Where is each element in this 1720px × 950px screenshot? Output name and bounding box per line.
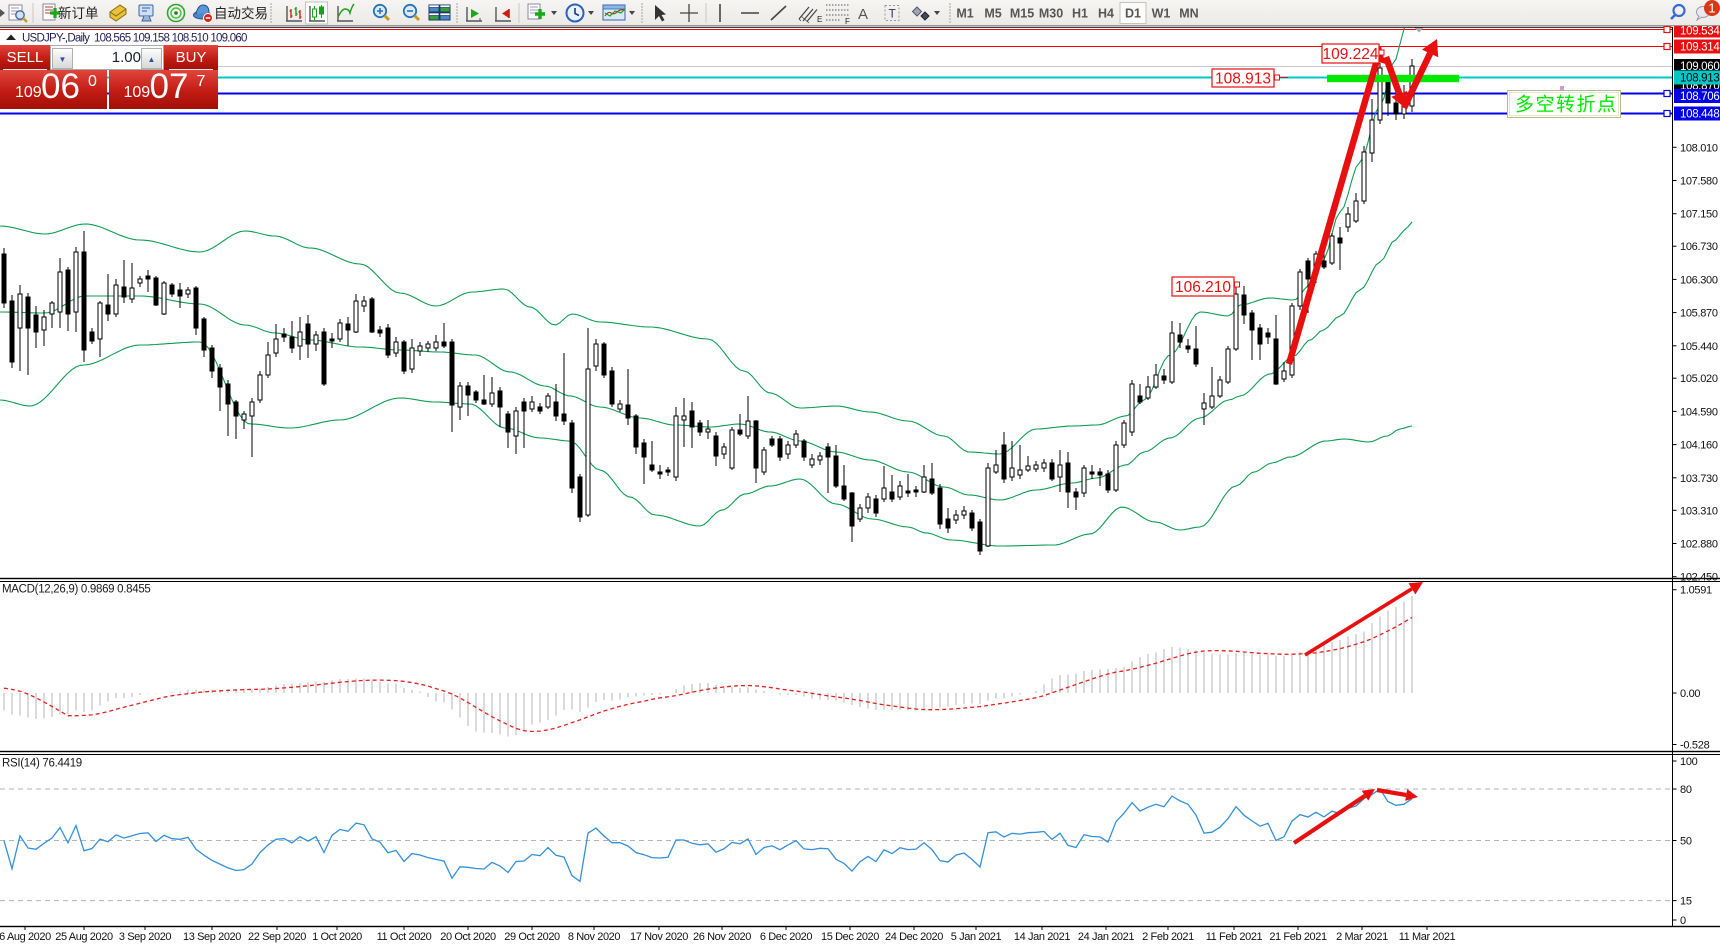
svg-text:11 Feb 2021: 11 Feb 2021: [1206, 931, 1263, 943]
svg-text:17 Nov 2020: 17 Nov 2020: [630, 931, 688, 943]
svg-text:E: E: [817, 15, 822, 24]
svg-text:5 Jan 2021: 5 Jan 2021: [951, 931, 1002, 943]
svg-text:100: 100: [1680, 756, 1698, 768]
svg-text:108.706: 108.706: [1680, 91, 1719, 103]
svg-text:1: 1: [1708, 1, 1715, 16]
svg-text:2 Feb 2021: 2 Feb 2021: [1142, 931, 1194, 943]
svg-text:M30: M30: [1039, 7, 1063, 21]
svg-text:MACD(12,26,9) 0.9869 0.8455: MACD(12,26,9) 0.9869 0.8455: [2, 584, 151, 596]
svg-text:A: A: [858, 6, 868, 23]
svg-text:103.730: 103.730: [1680, 473, 1718, 485]
svg-text:105.020: 105.020: [1680, 373, 1718, 385]
svg-text:109.314: 109.314: [1680, 42, 1720, 54]
svg-text:106.730: 106.730: [1680, 241, 1718, 253]
svg-text:50: 50: [1680, 836, 1692, 848]
svg-text:自动交易: 自动交易: [214, 5, 268, 21]
svg-text:D1: D1: [1125, 7, 1141, 21]
svg-text:109.224: 109.224: [1322, 46, 1378, 63]
svg-text:15 Dec 2020: 15 Dec 2020: [821, 931, 879, 943]
svg-text:109.534: 109.534: [1680, 26, 1720, 38]
svg-text:11 Mar 2021: 11 Mar 2021: [1399, 931, 1456, 943]
svg-text:6 Dec 2020: 6 Dec 2020: [760, 931, 813, 943]
svg-text:104.590: 104.590: [1680, 406, 1718, 418]
svg-text:H4: H4: [1098, 7, 1114, 21]
svg-text:0.00: 0.00: [1680, 688, 1700, 700]
svg-text:新订单: 新订单: [58, 6, 99, 21]
svg-text:M1: M1: [956, 7, 973, 21]
svg-text:103.310: 103.310: [1680, 505, 1718, 517]
svg-text:106.300: 106.300: [1680, 274, 1718, 286]
svg-text:106.210: 106.210: [1175, 279, 1231, 296]
svg-text:1 Oct 2020: 1 Oct 2020: [312, 931, 362, 943]
svg-text:80: 80: [1680, 784, 1692, 796]
svg-text:29 Oct 2020: 29 Oct 2020: [504, 931, 560, 943]
svg-text:105.440: 105.440: [1680, 341, 1718, 353]
svg-text:108.913: 108.913: [1680, 73, 1719, 85]
svg-text:M5: M5: [984, 7, 1001, 21]
svg-text:1.0591: 1.0591: [1680, 585, 1712, 597]
svg-text:104.160: 104.160: [1680, 440, 1718, 452]
svg-text:21 Feb 2021: 21 Feb 2021: [1269, 931, 1327, 943]
svg-text:USDJPY-,Daily 108.565 109.158: USDJPY-,Daily 108.565 109.158 108.510 10…: [22, 33, 247, 45]
svg-text:-0.528: -0.528: [1680, 740, 1710, 752]
svg-text:20 Oct 2020: 20 Oct 2020: [440, 931, 496, 943]
svg-text:22 Sep 2020: 22 Sep 2020: [248, 931, 306, 943]
svg-text:8 Nov 2020: 8 Nov 2020: [568, 931, 621, 943]
svg-text:2 Mar 2021: 2 Mar 2021: [1336, 931, 1388, 943]
svg-text:107.150: 107.150: [1680, 209, 1718, 221]
svg-text:F: F: [845, 17, 850, 26]
svg-text:13 Sep 2020: 13 Sep 2020: [183, 931, 241, 943]
svg-text:0: 0: [1680, 915, 1686, 927]
svg-text:MN: MN: [1179, 7, 1198, 21]
svg-text:24 Dec 2020: 24 Dec 2020: [885, 931, 943, 943]
svg-text:T: T: [889, 7, 897, 21]
svg-text:25 Aug 2020: 25 Aug 2020: [55, 931, 113, 943]
svg-text:108.913: 108.913: [1215, 71, 1271, 88]
svg-text:多空转折点: 多空转折点: [1515, 94, 1618, 116]
svg-text:3 Sep 2020: 3 Sep 2020: [119, 931, 172, 943]
svg-text:102.880: 102.880: [1680, 539, 1718, 551]
svg-text:108.010: 108.010: [1680, 142, 1718, 154]
svg-text:RSI(14) 76.4419: RSI(14) 76.4419: [2, 758, 82, 770]
svg-text:14 Jan 2021: 14 Jan 2021: [1014, 931, 1070, 943]
svg-text:24 Jan 2021: 24 Jan 2021: [1078, 931, 1134, 943]
svg-text:105.870: 105.870: [1680, 308, 1718, 320]
svg-text:M15: M15: [1010, 7, 1034, 21]
svg-text:H1: H1: [1072, 7, 1088, 21]
svg-text:108.448: 108.448: [1680, 109, 1719, 121]
svg-text:W1: W1: [1152, 7, 1171, 21]
svg-text:109.060: 109.060: [1680, 61, 1719, 73]
svg-text:26 Nov 2020: 26 Nov 2020: [693, 931, 751, 943]
svg-text:15: 15: [1680, 896, 1692, 908]
svg-text:11 Oct 2020: 11 Oct 2020: [377, 931, 432, 943]
svg-text:107.580: 107.580: [1680, 176, 1718, 188]
svg-text:6 Aug 2020: 6 Aug 2020: [0, 931, 51, 943]
svg-text:102.450: 102.450: [1680, 572, 1718, 584]
